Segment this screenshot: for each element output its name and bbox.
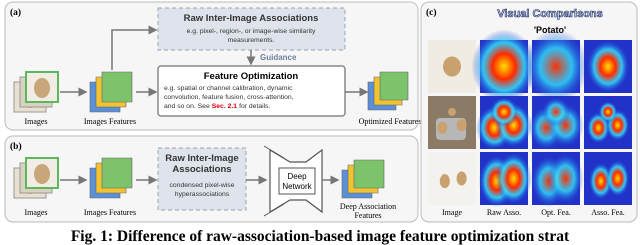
optimization-desc: e.g. spatial or channel calibration, dyn… <box>164 85 293 92</box>
network-label: Network <box>282 182 312 191</box>
heat-blob <box>471 29 537 104</box>
column-label: Image <box>442 208 462 217</box>
potato <box>34 164 50 184</box>
section-ref: Sec. 2.1 <box>212 103 238 110</box>
features-label: Images Features <box>84 117 136 126</box>
potato <box>34 78 50 98</box>
potato <box>437 121 448 134</box>
heat-blob <box>541 97 571 127</box>
panel-label: (a) <box>10 7 21 18</box>
feature-map <box>101 71 133 103</box>
column-label: Raw Asso. <box>487 208 521 217</box>
optimization-box <box>157 65 346 117</box>
heat-blob <box>547 152 584 205</box>
potato <box>439 174 450 189</box>
panel-label: (b) <box>10 141 22 152</box>
raw-desc: condensed pixel-wise <box>170 182 235 189</box>
raw-desc: measurements. <box>228 37 275 44</box>
output-label: Deep Association <box>340 202 396 211</box>
feature-map <box>101 157 133 189</box>
feature-map <box>353 159 385 189</box>
guidance: Guidance <box>260 53 297 62</box>
arrow <box>111 25 158 70</box>
raw-box <box>157 7 346 51</box>
raw-desc: e.g. pixel-, region-, or image-wise simi… <box>187 28 316 35</box>
column-label: Asso. Fea. <box>591 208 625 217</box>
raw-title: Raw Inter-Image Associations <box>184 13 319 24</box>
potato <box>456 119 467 132</box>
output-label: Optimized Features <box>359 117 422 126</box>
optimization-desc: convolution, feature fusion, cross-atten… <box>164 94 294 101</box>
query: 'Potato' <box>534 25 566 35</box>
potato <box>448 107 456 116</box>
heat-blob <box>523 29 589 104</box>
optimization-title: Feature Optimization <box>204 71 299 82</box>
features-label: Images Features <box>84 208 136 217</box>
potato <box>456 171 467 186</box>
network-label: Deep <box>287 172 307 181</box>
feature-map <box>379 71 409 101</box>
comparison-title: Visual Comparisons <box>497 8 603 20</box>
network-box <box>278 167 316 195</box>
column-label: Opt. Fea. <box>541 208 571 217</box>
heat-blob <box>495 152 532 205</box>
raw-title: Associations <box>172 164 231 175</box>
network-layer <box>263 145 285 217</box>
potato <box>443 56 461 77</box>
desc-text: and so on. See <box>164 103 210 110</box>
optimization-desc: and so on. See Sec. 2.1 for details. <box>164 103 271 110</box>
heat-blob <box>489 97 519 127</box>
raw-desc: hyperassociations <box>175 191 230 198</box>
raw-title: Raw Inter-Image <box>165 153 238 164</box>
images-label: Images <box>24 117 47 126</box>
desc-text: for details. <box>239 103 270 110</box>
output-label: Features <box>354 211 381 220</box>
heat-blob <box>605 159 630 198</box>
heat-blob <box>586 40 630 93</box>
photo <box>428 152 476 205</box>
images-label: Images <box>24 208 47 217</box>
panel-label: (c) <box>426 7 437 18</box>
heat-blob <box>598 101 618 123</box>
raw-box <box>157 147 247 211</box>
caption: Fig. 1: Difference of raw-association-ba… <box>71 228 570 245</box>
